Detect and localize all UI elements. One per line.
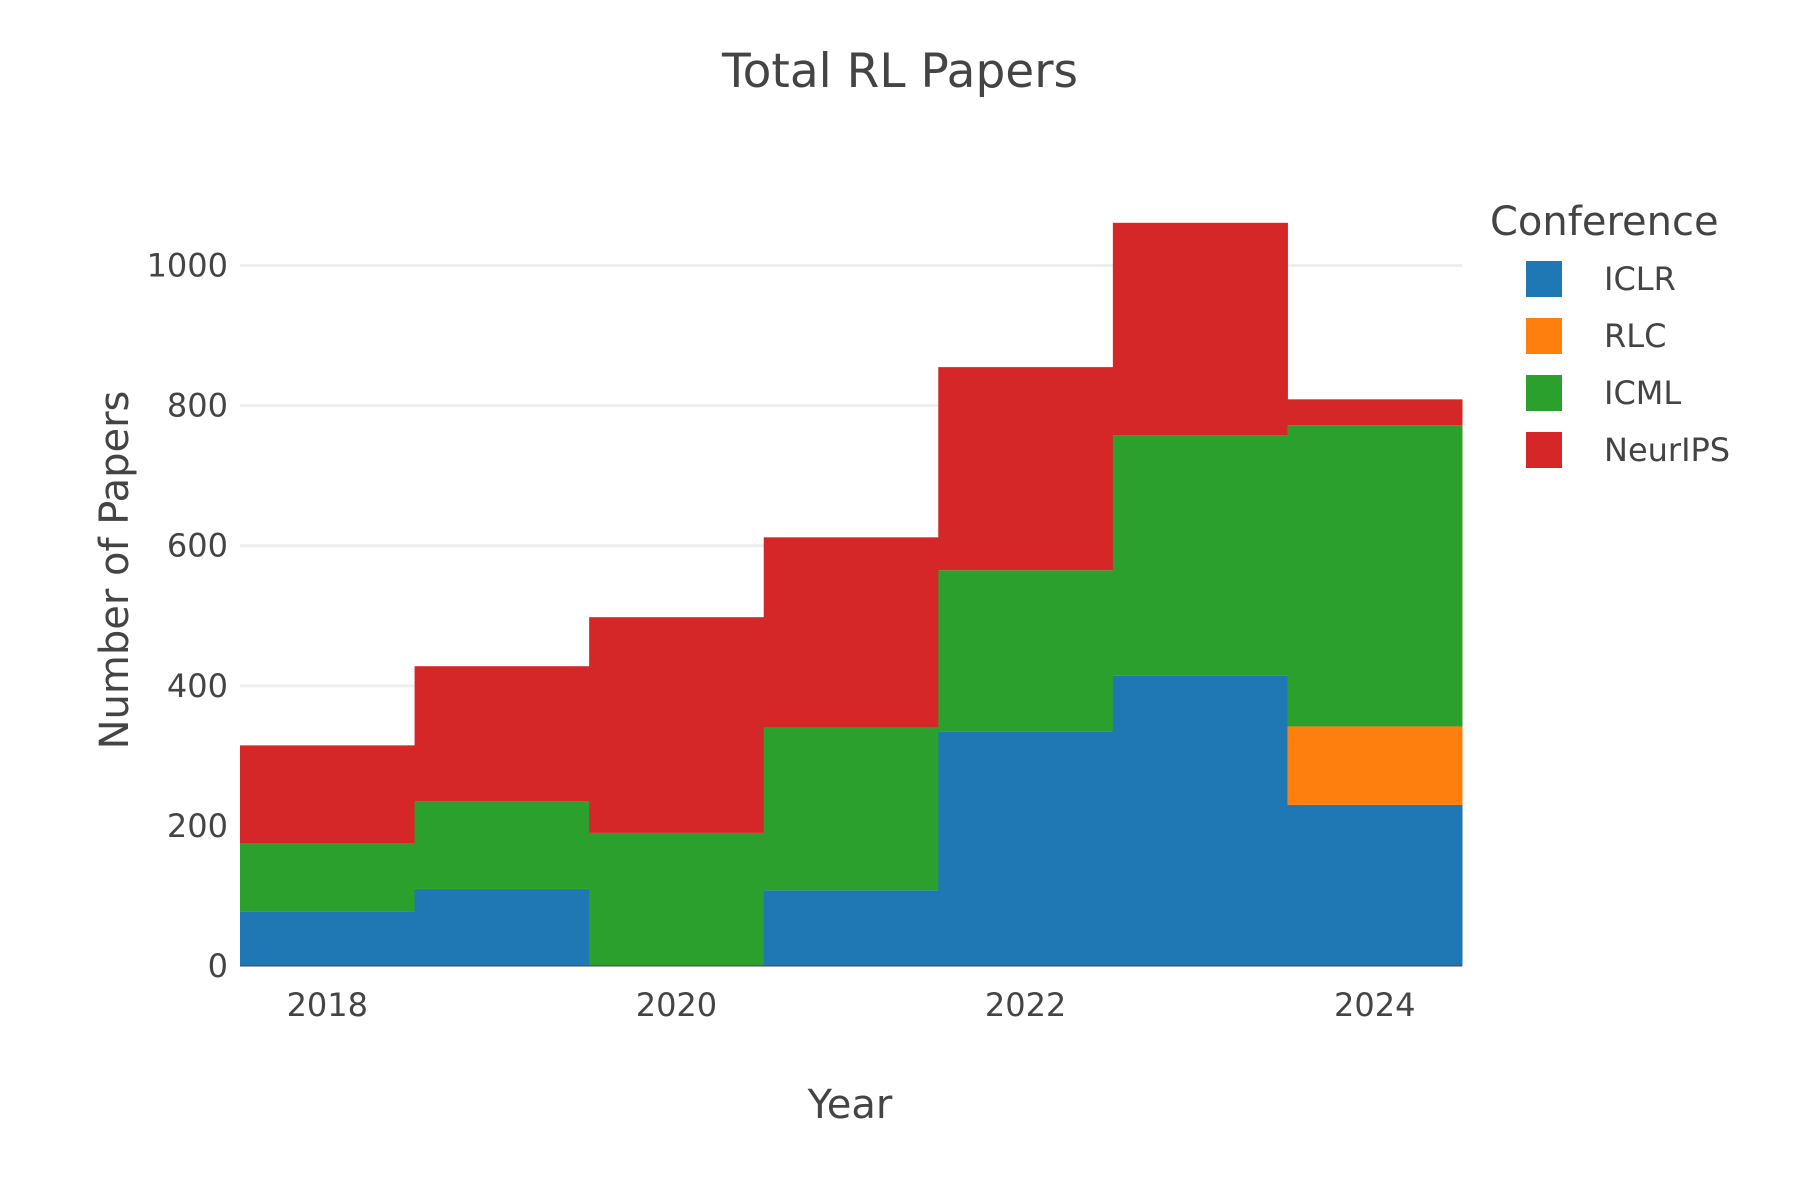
x-tick-label: 2020 (636, 986, 717, 1024)
legend-swatch (1526, 432, 1562, 468)
bar-iclr-2019 (414, 888, 590, 966)
legend-label: RLC (1604, 317, 1666, 355)
x-axis-title: Year (807, 1082, 893, 1128)
legend-swatch (1526, 318, 1562, 354)
x-tick-labels: 2018 2020 2022 2024 (287, 986, 1416, 1024)
y-tick-label: 0 (208, 947, 228, 985)
y-tick-label: 200 (167, 807, 228, 845)
bar-neurips-2021 (763, 537, 939, 728)
bar-iclr-2021 (763, 890, 939, 966)
bar-neurips-2024 (1287, 399, 1463, 426)
bar-neurips-2020 (589, 617, 765, 833)
bar-neurips-2018 (240, 745, 416, 844)
legend-swatch (1526, 375, 1562, 411)
legend: Conference ICLR RLC ICML NeurIPS (1490, 199, 1730, 469)
y-axis-title: Number of Papers (92, 391, 138, 750)
legend-swatch (1526, 261, 1562, 297)
chart-title: Total RL Papers (721, 44, 1078, 99)
x-tick-label: 2018 (287, 986, 368, 1024)
bar-iclr-2024 (1287, 804, 1463, 966)
legend-label: NeurIPS (1604, 431, 1730, 469)
y-tick-label: 1000 (147, 247, 228, 285)
legend-item-icml[interactable]: ICML (1526, 374, 1681, 412)
bar-rlc-2024 (1287, 726, 1463, 805)
x-tick-label: 2024 (1334, 986, 1415, 1024)
legend-item-neurips[interactable]: NeurIPS (1526, 431, 1730, 469)
bar-iclr-2023 (1112, 675, 1288, 966)
bar-icml-2021 (763, 727, 939, 891)
legend-item-rlc[interactable]: RLC (1526, 317, 1666, 355)
bar-iclr-2018 (240, 911, 416, 966)
legend-label: ICML (1604, 374, 1681, 412)
y-tick-label: 600 (167, 527, 228, 565)
y-tick-labels: 0 200 400 600 800 1000 (147, 247, 228, 985)
bar-icml-2018 (240, 843, 416, 912)
legend-item-iclr[interactable]: ICLR (1526, 260, 1676, 298)
bar-icml-2019 (414, 801, 590, 889)
y-tick-label: 800 (167, 387, 228, 425)
bar-neurips-2019 (414, 666, 590, 802)
y-tick-label: 400 (167, 667, 228, 705)
bar-neurips-2023 (1112, 222, 1288, 436)
bar-neurips-2022 (938, 367, 1114, 571)
legend-title: Conference (1490, 199, 1719, 245)
bar-icml-2024 (1287, 425, 1463, 727)
bar-icml-2023 (1112, 435, 1288, 676)
legend-label: ICLR (1604, 260, 1676, 298)
x-tick-label: 2022 (985, 986, 1066, 1024)
bars (240, 222, 1463, 966)
bar-icml-2020 (589, 832, 765, 966)
bar-icml-2022 (938, 570, 1114, 732)
bar-iclr-2022 (938, 731, 1114, 966)
